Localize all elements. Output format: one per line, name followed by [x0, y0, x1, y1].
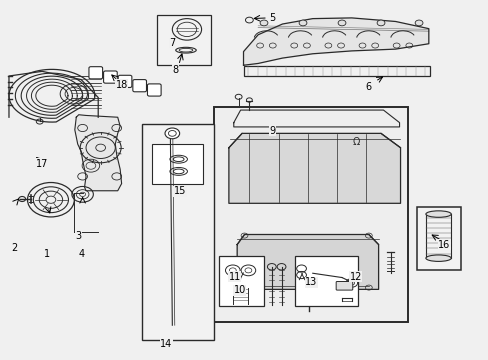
Text: 13: 13 — [305, 277, 317, 287]
Text: 16: 16 — [437, 239, 449, 249]
Bar — [243, 66, 429, 76]
FancyBboxPatch shape — [103, 71, 117, 83]
Circle shape — [376, 20, 384, 26]
Circle shape — [260, 20, 267, 26]
Text: 2: 2 — [11, 243, 18, 253]
Text: 10: 10 — [233, 285, 245, 295]
Text: 6: 6 — [365, 82, 371, 92]
Text: 3: 3 — [76, 231, 81, 240]
Bar — [152, 144, 203, 184]
FancyBboxPatch shape — [133, 80, 146, 92]
FancyBboxPatch shape — [335, 282, 352, 290]
Text: 18: 18 — [115, 80, 127, 90]
Circle shape — [337, 20, 345, 26]
Bar — [295, 256, 357, 306]
Bar — [214, 107, 407, 321]
Circle shape — [299, 20, 306, 26]
Text: 12: 12 — [349, 272, 361, 282]
FancyBboxPatch shape — [147, 84, 161, 96]
FancyBboxPatch shape — [118, 75, 132, 87]
Polygon shape — [75, 115, 122, 191]
Text: 14: 14 — [160, 339, 172, 349]
Text: 8: 8 — [172, 64, 178, 75]
Circle shape — [414, 20, 422, 26]
Text: 7: 7 — [169, 38, 175, 48]
Bar — [157, 15, 211, 65]
FancyBboxPatch shape — [89, 67, 102, 79]
Text: 11: 11 — [228, 272, 241, 282]
Polygon shape — [228, 134, 400, 203]
Text: 9: 9 — [269, 126, 275, 135]
Bar — [416, 207, 460, 270]
Text: 15: 15 — [174, 186, 186, 197]
Text: 5: 5 — [269, 13, 275, 23]
Ellipse shape — [425, 255, 450, 261]
Text: 4: 4 — [78, 248, 84, 258]
Bar — [142, 125, 214, 339]
Circle shape — [164, 128, 179, 139]
Polygon shape — [237, 234, 378, 289]
Ellipse shape — [425, 211, 450, 217]
Bar — [219, 256, 264, 306]
Polygon shape — [243, 18, 428, 65]
Text: Ω: Ω — [352, 138, 360, 147]
Text: 17: 17 — [36, 159, 48, 169]
Text: 1: 1 — [44, 248, 50, 258]
